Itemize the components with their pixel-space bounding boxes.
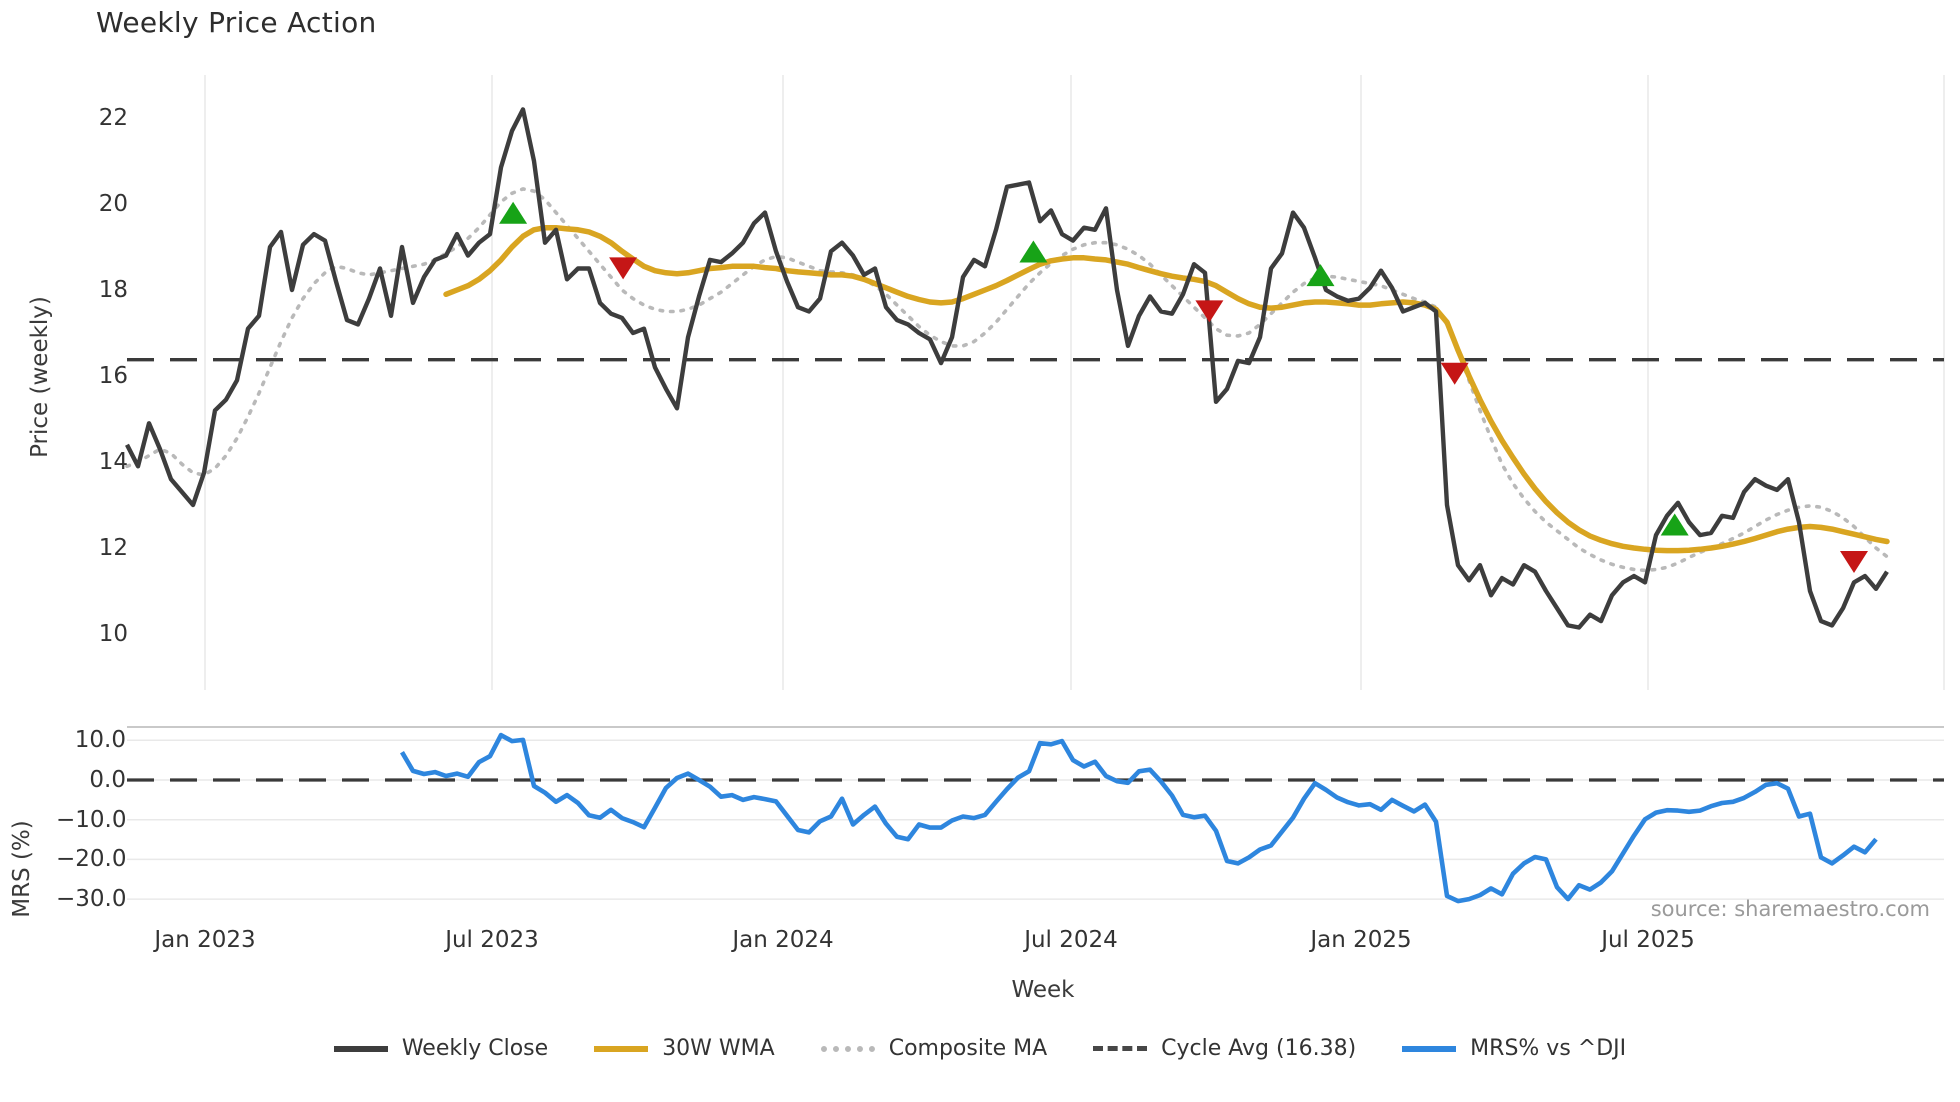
legend-item-30w-wma: 30W WMA <box>594 1036 775 1061</box>
buy-signal-marker-0 <box>499 201 528 224</box>
buy-signal-marker-2 <box>1306 264 1335 287</box>
mrs-tick-neg20: −20.0 <box>56 846 127 872</box>
x-tick-jul-2024: Jul 2024 <box>1024 927 1118 953</box>
legend-label: Weekly Close <box>401 1036 549 1061</box>
sell-signal-marker-0 <box>609 257 638 280</box>
chart-title: Weekly Price Action <box>96 6 377 39</box>
source-watermark: source: sharemaestro.com <box>1650 897 1930 921</box>
wma-line-swatch-icon <box>594 1045 649 1052</box>
cycle-avg-swatch-icon <box>1093 1046 1148 1051</box>
weekly-close-line <box>125 107 1889 630</box>
legend: Weekly Close 30W WMA Composite MA Cycle … <box>0 1036 1960 1061</box>
buy-signal-marker-3 <box>1660 513 1689 536</box>
x-tick-jul-2023: Jul 2023 <box>445 927 539 953</box>
legend-item-composite-ma: Composite MA <box>820 1036 1048 1061</box>
mrs-tick-10: 10.0 <box>74 727 126 753</box>
composite-ma-swatch-icon <box>820 1045 875 1052</box>
sell-signal-marker-3 <box>1840 551 1868 574</box>
price-tick-22: 22 <box>98 105 128 131</box>
price-tick-16: 16 <box>98 363 128 389</box>
sell-signal-marker-1 <box>1195 300 1224 323</box>
mrs-axis-label: MRS (%) <box>9 820 35 918</box>
x-tick-jan-2023: Jan 2023 <box>154 927 256 953</box>
price-tick-18: 18 <box>98 277 128 303</box>
price-tick-20: 20 <box>98 191 128 217</box>
price-tick-12: 12 <box>98 535 128 561</box>
x-axis-label: Week <box>1011 977 1075 1003</box>
composite-ma-line <box>125 187 1889 573</box>
weekly-close-line-swatch-icon <box>333 1045 388 1052</box>
price-tick-14: 14 <box>98 449 128 475</box>
mrs-tick-0: 0.0 <box>89 767 126 793</box>
legend-item-cycle-avg: Cycle Avg (16.38) <box>1093 1036 1356 1061</box>
legend-item-mrs: MRS% vs ^DJI <box>1402 1036 1626 1061</box>
sell-signal-marker-2 <box>1440 362 1469 385</box>
x-tick-jan-2024: Jan 2024 <box>732 927 834 953</box>
x-tick-jul-2025: Jul 2025 <box>1601 927 1695 953</box>
legend-label: MRS% vs ^DJI <box>1470 1036 1627 1061</box>
legend-label: 30W WMA <box>662 1036 775 1061</box>
mrs-line-swatch-icon <box>1402 1045 1457 1052</box>
buy-signal-marker-1 <box>1019 240 1048 263</box>
mrs-line <box>400 732 1878 904</box>
x-tick-jan-2025: Jan 2025 <box>1310 927 1412 953</box>
price-axis-label: Price (weekly) <box>27 296 53 458</box>
mrs-tick-neg30: −30.0 <box>56 886 127 912</box>
wma-30w-line <box>443 224 1890 554</box>
legend-label: Cycle Avg (16.38) <box>1161 1036 1357 1061</box>
legend-item-weekly-close: Weekly Close <box>333 1036 549 1061</box>
mrs-tick-neg10: −10.0 <box>56 807 127 833</box>
legend-label: Composite MA <box>888 1036 1048 1061</box>
price-tick-10: 10 <box>98 621 128 647</box>
